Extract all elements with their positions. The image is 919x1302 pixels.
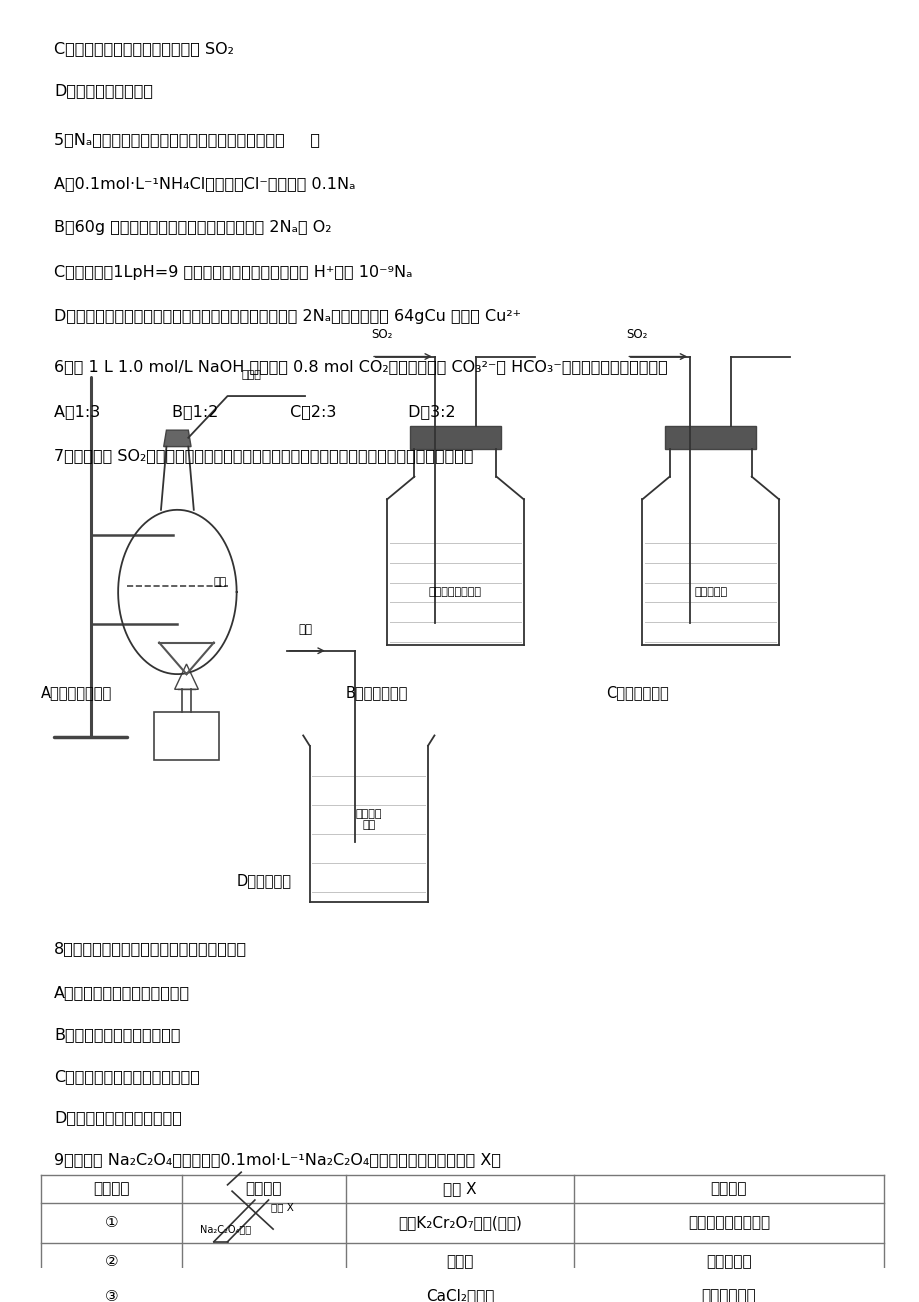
Text: ②: ② xyxy=(105,1254,118,1269)
Text: 实验序号: 实验序号 xyxy=(93,1181,130,1197)
Text: 尾气: 尾气 xyxy=(298,622,312,635)
Text: C．常温下，1LpH=9 的醋酸钠溶液中，水电离出的 H⁺数为 10⁻⁹Nₐ: C．常温下，1LpH=9 的醋酸钠溶液中，水电离出的 H⁺数为 10⁻⁹Nₐ xyxy=(54,264,413,280)
Bar xyxy=(409,426,501,449)
Text: D．用电解粗铜的方法精炼铜，当电路中通过的电子数为 2Nₐ时，阳极应有 64gCu 转化为 Cu²⁺: D．用电解粗铜的方法精炼铜，当电路中通过的电子数为 2Nₐ时，阳极应有 64gC… xyxy=(54,309,521,324)
Text: Na₂C₂O₄溶液: Na₂C₂O₄溶液 xyxy=(200,1224,251,1234)
Text: D．用排气法收集乙烯: D．用排气法收集乙烯 xyxy=(54,82,153,98)
Text: 5、Nₐ为阿伏加德罗常数的值。下列说法正确的是（     ）: 5、Nₐ为阿伏加德罗常数的值。下列说法正确的是（ ） xyxy=(54,132,320,147)
Text: 溶液由无色变为绿色: 溶液由无色变为绿色 xyxy=(687,1215,769,1230)
Text: A．制取二氧化硫: A．制取二氧化硫 xyxy=(40,686,112,700)
Text: 氢氧化钠
溶液: 氢氧化钠 溶液 xyxy=(356,809,381,831)
Text: B．60g 的乙酸和葡萄糖混合物充分燃烧消耗 2Nₐ个 O₂: B．60g 的乙酸和葡萄糖混合物充分燃烧消耗 2Nₐ个 O₂ xyxy=(54,220,332,236)
Text: 无明显现象: 无明显现象 xyxy=(706,1254,751,1269)
Text: 铜片: 铜片 xyxy=(213,577,227,587)
Text: 实验装置: 实验装置 xyxy=(245,1181,282,1197)
Text: C．活性炭具有除异味和杀菌作用: C．活性炭具有除异味和杀菌作用 xyxy=(54,1069,200,1083)
Text: CaCl₂稀溶液: CaCl₂稀溶液 xyxy=(425,1289,494,1302)
Text: 酸性K₂Cr₂O₇溶液(橙色): 酸性K₂Cr₂O₇溶液(橙色) xyxy=(398,1215,521,1230)
Bar xyxy=(153,712,219,760)
Text: ①: ① xyxy=(105,1215,118,1230)
Text: A．0.1mol·L⁻¹NH₄Cl溶液中，Cl⁻的数量为 0.1Nₐ: A．0.1mol·L⁻¹NH₄Cl溶液中，Cl⁻的数量为 0.1Nₐ xyxy=(54,176,356,191)
Text: 酸性高锶酸钟溶液: 酸性高锶酸钟溶液 xyxy=(428,587,482,598)
Text: SO₂: SO₂ xyxy=(626,328,647,341)
Polygon shape xyxy=(164,430,191,447)
Text: B．验证漂白性: B．验证漂白性 xyxy=(346,686,408,700)
Text: 实验现象: 实验现象 xyxy=(709,1181,746,1197)
Text: D．尾气处理: D．尾气处理 xyxy=(236,872,291,888)
Text: ③: ③ xyxy=(105,1289,118,1302)
Text: D．碘酒可用于皮肤外用消毒: D．碘酒可用于皮肤外用消毒 xyxy=(54,1111,182,1125)
Text: 9、为探究 Na₂C₂O₄的性质，向0.1mol·L⁻¹Na₂C₂O₄溶液中分别滴加少量试剂 X。: 9、为探究 Na₂C₂O₄的性质，向0.1mol·L⁻¹Na₂C₂O₄溶液中分别… xyxy=(54,1152,501,1167)
Text: 7、下列制取 SO₂、验证其漂白性、氧化性并进行尾气处理的装置和原理不能达到实验目的的是: 7、下列制取 SO₂、验证其漂白性、氧化性并进行尾气处理的装置和原理不能达到实验… xyxy=(54,448,473,464)
Text: SO₂: SO₂ xyxy=(370,328,392,341)
Text: 稀确酸: 稀确酸 xyxy=(446,1254,473,1269)
Text: 6、用 1 L 1.0 mol/L NaOH 溶液吸收 0.8 mol CO₂，所得溶液中 CO₃²⁻与 HCO₃⁻的物质的量浓度之比约是: 6、用 1 L 1.0 mol/L NaOH 溶液吸收 0.8 mol CO₂，… xyxy=(54,359,667,375)
Text: 出现白色浑浊: 出现白色浑浊 xyxy=(701,1289,755,1302)
Text: A．1:3              B．1:2              C．2:3              D．3:2: A．1:3 B．1:2 C．2:3 D．3:2 xyxy=(54,404,456,419)
Text: 硫化钔溶液: 硫化钔溶液 xyxy=(694,587,727,598)
Bar xyxy=(664,426,755,449)
Text: 8、化学与生活密切相关。下列叙述错误的是: 8、化学与生活密切相关。下列叙述错误的是 xyxy=(54,941,247,956)
Text: B．铝合金大量用于高铁建设: B．铝合金大量用于高铁建设 xyxy=(54,1027,181,1042)
Text: 试剂 X: 试剂 X xyxy=(443,1181,476,1197)
Text: C．验证氧化性: C．验证氧化性 xyxy=(606,686,668,700)
Text: A．高纯硅可用于制作光感电池: A．高纯硅可用于制作光感电池 xyxy=(54,986,190,1000)
Text: C．温度过高时制得的乙烯中混有 SO₂: C．温度过高时制得的乙烯中混有 SO₂ xyxy=(54,40,234,56)
Text: 试剂 X: 试剂 X xyxy=(271,1203,294,1212)
Text: 浓硫酸: 浓硫酸 xyxy=(241,370,261,380)
